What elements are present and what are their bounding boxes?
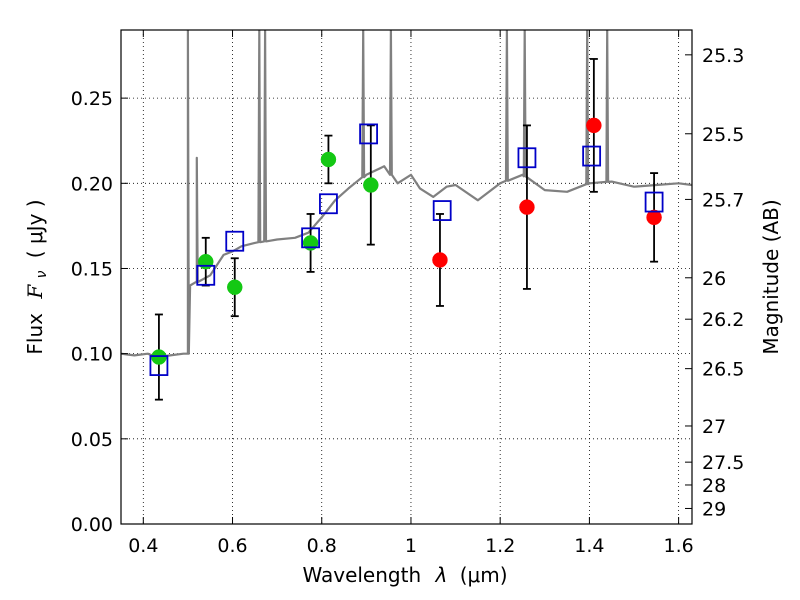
y2-tick-label: 26 [702,268,726,290]
model-photometry-square [359,123,378,145]
axis-ticks: 0.4 0.6 0.8 1 1.2 1.4 1.6 0.00 0.05 0.10 0.15 0.20 0… [71,30,744,557]
x-tick-label: 1.6 [664,535,694,557]
x-tick-label: 1 [405,535,417,557]
y2-tick-label: 27.5 [702,452,744,474]
y-tick-label: 0.00 [71,514,113,536]
y2-tick-label: 25.3 [702,45,744,67]
x-axis-title-unit: (μm) [460,563,508,587]
model-photometry-square [582,145,602,167]
plot-frame [120,29,693,525]
y-axis-title-text: Flux [23,313,47,355]
y-tick-label: 0.15 [71,258,113,280]
x-axis-title-text: Wavelength [302,563,421,587]
model-photometry-square [432,200,452,221]
x-tick-label: 0.8 [307,535,337,557]
x-axis-title: Wavelength λ (μm) [302,563,507,587]
optical-data-point [227,279,243,295]
model-photometry-square [301,227,320,249]
model-spectrum-layer [121,30,692,359]
model-photometry-square [517,147,537,169]
infrared-data-point [646,209,662,226]
y-tick-label: 0.05 [71,429,113,451]
y2-tick-label: 26.2 [702,309,744,331]
y2-tick-label: 25.5 [702,124,744,146]
y2-tick-label: 27 [702,416,726,438]
optical-data-point [198,253,214,270]
model-photometry-square [225,230,245,252]
y-axis-title: Flux F ν ( μJy ) [23,199,51,354]
x-tick-label: 0.6 [217,535,247,557]
model-photometry-square [319,193,338,215]
model-photometry-square [196,264,216,286]
optical-data-point [363,177,379,193]
x-axis-title-symbol: λ [435,563,448,587]
x-tick-label: 0.4 [128,535,158,557]
y2-tick-label: 29 [702,498,726,520]
y2-tick-label: 26.5 [702,359,744,381]
y2-tick-label: 25.7 [702,189,744,211]
y2-tick-label: 28 [702,475,726,497]
model-photometry-square [644,191,664,213]
y-tick-label: 0.20 [71,173,113,195]
infrared-data-point [519,199,535,215]
infrared-data-point [586,117,602,134]
y2-axis-title: Magnitude (AB) [759,199,783,354]
y-axis-title-subscript: ν [34,270,50,278]
x-tick-label: 1.2 [485,535,515,557]
infrared-data-point [432,252,448,268]
y-tick-label: 0.10 [71,344,113,366]
model-photometry-square [149,355,169,376]
optical-data-point [320,151,337,168]
y-tick-label: 0.25 [71,88,113,110]
y-axis-title-unit: ( μJy ) [23,199,47,258]
y-axis-title-symbol: F [23,284,47,300]
x-tick-label: 1.4 [574,535,604,557]
model-spectrum-line [121,30,692,359]
optical-data-point [151,349,167,365]
data-points-layer [149,58,664,401]
